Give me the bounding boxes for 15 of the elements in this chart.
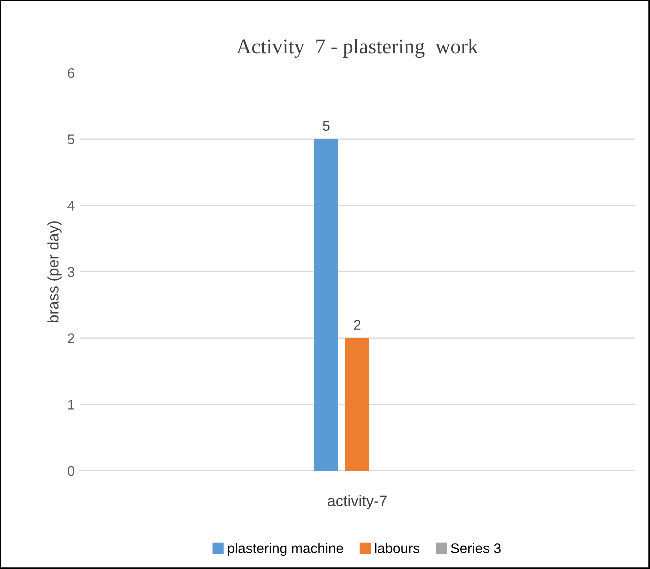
legend-label: labours — [375, 543, 420, 554]
y-tick-label: 6 — [68, 68, 75, 78]
legend-label: plastering machine — [228, 543, 344, 556]
legend-label: Series 3 — [451, 543, 501, 554]
chart-title: Activity 7 - plastering work — [236, 39, 478, 58]
y-tick-label: 2 — [68, 334, 74, 344]
y-tick-label: 5 — [68, 134, 75, 145]
data-label: 5 — [323, 121, 330, 132]
y-tick-label: 4 — [68, 201, 75, 211]
y-tick-label: 0 — [68, 466, 75, 476]
data-label: 2 — [354, 320, 361, 330]
y-axis-title: brass (per day) — [48, 222, 62, 322]
x-axis-title: activity-7 — [328, 495, 387, 510]
y-tick-label: 3 — [68, 267, 75, 278]
y-tick-label: 1 — [68, 400, 74, 410]
